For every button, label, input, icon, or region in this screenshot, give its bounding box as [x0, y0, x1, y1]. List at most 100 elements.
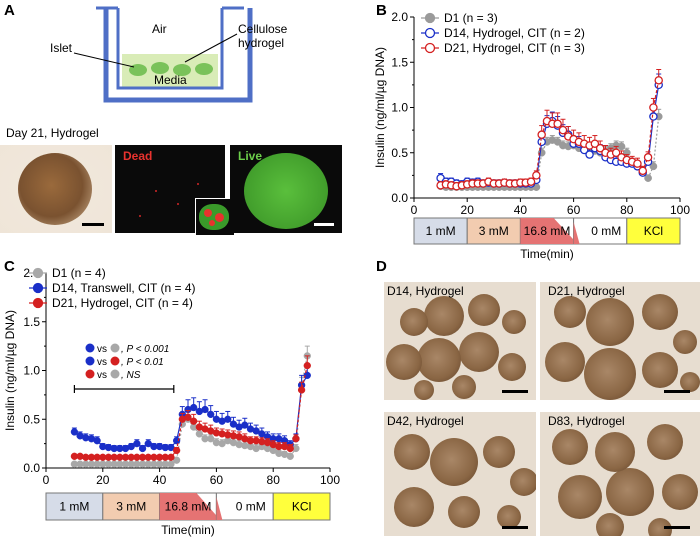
transwell-diagram: Air Islet Cellulose hydrogel Media [50, 6, 288, 103]
condition-label: 0 mM [236, 500, 266, 514]
stats-p-text: , P < 0.01 [121, 357, 164, 368]
islet-cluster [417, 338, 461, 382]
legend-entry: D1 (n = 3) [444, 11, 498, 25]
stats-p-text: , P < 0.001 [121, 344, 169, 355]
condition-gradient [216, 497, 223, 520]
micrograph-label: D42, Hydrogel [387, 414, 464, 428]
legend-marker [424, 12, 436, 24]
islet-cluster [448, 496, 480, 528]
micrograph-label: D14, Hydrogel [387, 284, 464, 298]
stats-compare-marker [110, 356, 120, 366]
micrograph-grid: D14, Hydrogel D21, Hydrogel D42, Hydroge… [384, 282, 700, 540]
panel-c-letter: C [4, 258, 15, 275]
data-point [532, 171, 541, 180]
dead-cell-dot [177, 203, 179, 205]
scale-bar [314, 223, 334, 226]
micrograph-label: D83, Hydrogel [548, 414, 625, 428]
condition-label: 16.8 mM [524, 224, 571, 238]
stats-marker [85, 369, 95, 379]
scale-bar [502, 390, 528, 393]
islet-cluster [468, 294, 500, 326]
condition-gradient [520, 218, 578, 244]
islet-cluster [394, 487, 434, 527]
data-point [303, 361, 311, 370]
data-point [286, 452, 294, 460]
data-point [537, 130, 546, 139]
islet-cluster [647, 424, 683, 460]
islet-cluster [662, 474, 698, 510]
condition-label: 3 mM [116, 500, 146, 514]
condition-gradient [159, 493, 221, 520]
data-point [643, 153, 653, 162]
condition-cell [272, 492, 331, 521]
data-point [172, 446, 181, 455]
legend-marker [424, 42, 436, 54]
data-point [229, 420, 238, 428]
islet-label: Islet [50, 41, 73, 55]
data-point [167, 453, 175, 461]
data-point [224, 415, 232, 423]
stats-compare-marker [110, 369, 120, 379]
x-axis-label: Time(min) [161, 523, 215, 537]
x-axis-label: Time(min) [520, 247, 574, 261]
islet-cluster [424, 296, 464, 336]
dead-cell-dot [139, 215, 141, 217]
islet-brightfield [18, 153, 92, 225]
x-tick-label: 80 [620, 203, 634, 217]
islet-cluster [400, 308, 428, 336]
data-point [195, 430, 204, 438]
data-point [201, 405, 209, 414]
stats-p-text: , NS [121, 370, 141, 381]
x-tick-label: 40 [514, 203, 528, 217]
micrograph-d83: D83, Hydrogel [540, 412, 700, 536]
data-point [553, 119, 562, 129]
air-label: Air [152, 22, 167, 36]
islet-cluster [554, 296, 586, 328]
scale-bar [664, 390, 690, 393]
islet-cluster [430, 438, 478, 486]
cellulose-label: Cellulose [238, 22, 288, 36]
stats-vs-text: vs [97, 370, 107, 381]
data-point [184, 413, 192, 421]
condition-gradient [573, 222, 580, 244]
data-point [595, 143, 605, 153]
islet-cluster [502, 310, 526, 334]
series-line [440, 80, 660, 187]
data-point [649, 112, 658, 121]
condition-label: KCl [292, 500, 311, 514]
legend-entry: D21, Hydrogel, CIT (n = 3) [444, 41, 585, 55]
brightfield-image [0, 145, 112, 233]
islet-cluster [606, 468, 654, 516]
hydrogel-leader [184, 33, 238, 63]
islet-cluster [596, 513, 624, 536]
inset-dead-spot [204, 209, 212, 217]
condition-cell [573, 217, 628, 245]
data-point [303, 371, 311, 380]
islet-cluster [558, 475, 602, 519]
hydrogel-label: hydrogel [238, 36, 284, 50]
panel-b-letter: B [376, 2, 387, 19]
live-stain-image: Live [230, 145, 342, 233]
y-tick-label: 1.0 [391, 101, 408, 115]
data-point [553, 138, 562, 146]
y-axis-label: Insulin (ng/ml/µg DNA) [3, 310, 17, 431]
islet-cluster [673, 330, 697, 354]
data-point [207, 410, 215, 419]
islet-cluster [459, 332, 499, 372]
live-label: Live [238, 149, 263, 163]
data-point [93, 437, 101, 445]
x-tick-label: 0 [43, 473, 50, 487]
legend-entry: D21, Hydrogel, CIT (n = 4) [52, 296, 193, 310]
data-point [590, 139, 600, 148]
x-tick-label: 20 [96, 473, 110, 487]
x-tick-label: 100 [670, 203, 690, 217]
data-point [133, 439, 141, 448]
islet-cluster [498, 353, 526, 381]
data-point [190, 403, 198, 412]
y-tick-label: 1.5 [23, 315, 40, 329]
legend-marker [32, 282, 44, 294]
panel-a-letter: A [4, 2, 15, 19]
stats-marker [85, 343, 95, 353]
data-point [644, 174, 652, 182]
islet-cluster [452, 375, 476, 399]
